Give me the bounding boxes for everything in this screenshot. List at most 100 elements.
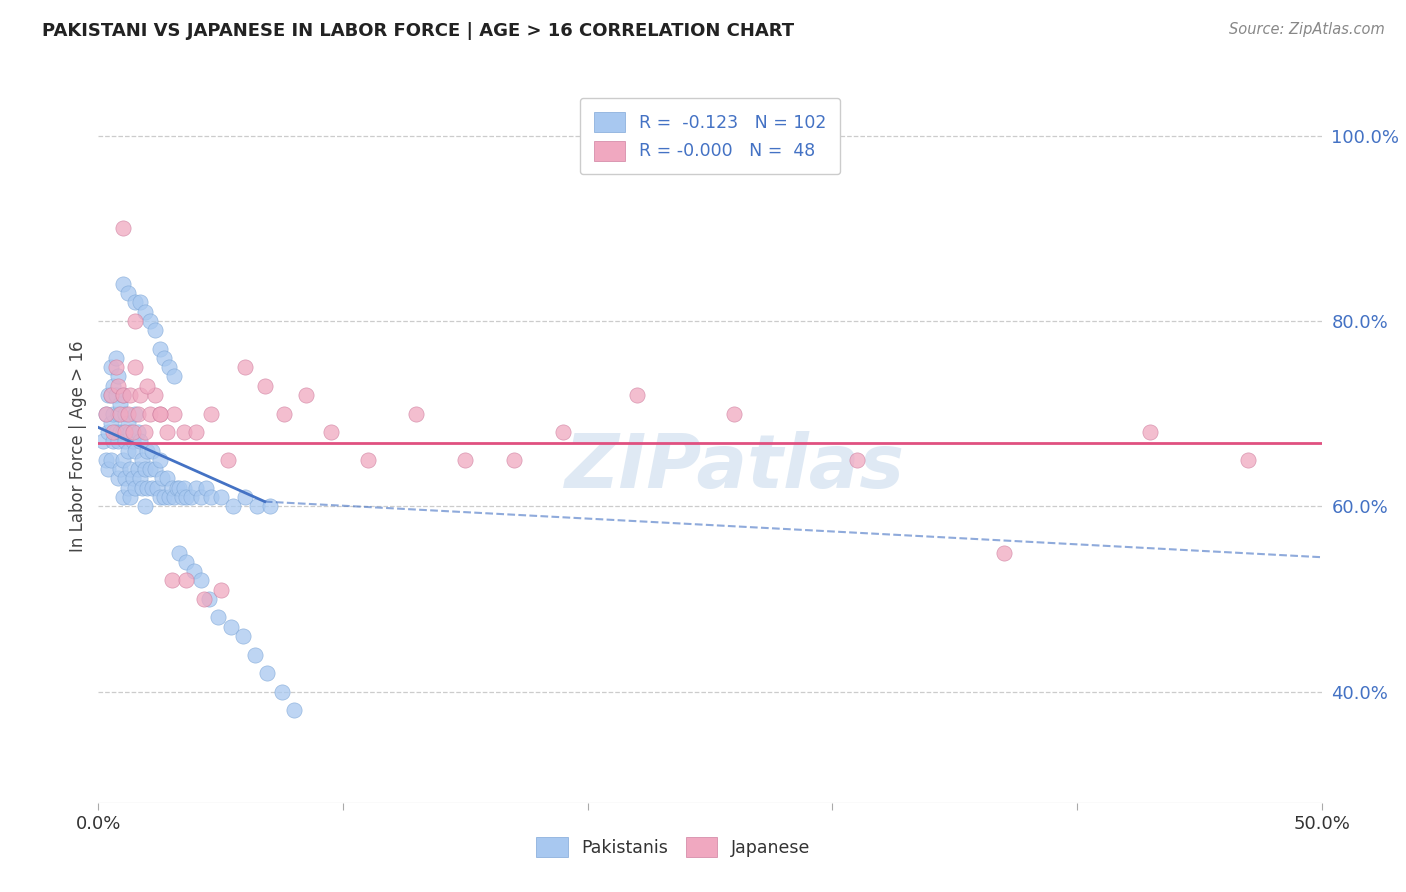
Point [111, 388, 134, 402]
Point [259, 500, 281, 514]
Point [107, 434, 129, 449]
Point [246, 500, 269, 514]
Point [110, 397, 132, 411]
Point [197, 591, 219, 606]
Point [94, 453, 117, 467]
Point [117, 286, 139, 301]
Point [120, 462, 142, 476]
Point [553, 425, 575, 439]
Point [243, 648, 266, 662]
Point [139, 407, 162, 421]
Text: ZIPatlas: ZIPatlas [564, 431, 904, 504]
Point [134, 500, 156, 514]
Point [100, 388, 122, 402]
Point [117, 407, 139, 421]
Point [104, 351, 127, 365]
Point [143, 388, 166, 402]
Point [150, 471, 173, 485]
Point [121, 434, 143, 449]
Point [176, 574, 198, 588]
Point [117, 481, 139, 495]
Point [233, 360, 256, 375]
Point [253, 378, 276, 392]
Point [845, 453, 868, 467]
Point [170, 490, 193, 504]
Text: Source: ZipAtlas.com: Source: ZipAtlas.com [1229, 22, 1385, 37]
Point [107, 378, 129, 392]
Point [127, 462, 149, 476]
Legend: Pakistanis, Japanese: Pakistanis, Japanese [527, 828, 818, 865]
Point [107, 407, 129, 421]
Point [157, 490, 180, 504]
Point [1139, 425, 1161, 439]
Point [120, 425, 142, 439]
Point [149, 453, 172, 467]
Point [97, 425, 120, 439]
Point [124, 360, 146, 375]
Point [124, 407, 146, 421]
Point [156, 471, 179, 485]
Point [120, 490, 142, 504]
Point [129, 434, 152, 449]
Point [136, 443, 159, 458]
Point [94, 407, 117, 421]
Point [176, 555, 198, 569]
Point [97, 388, 120, 402]
Point [100, 453, 122, 467]
Point [149, 407, 172, 421]
Point [256, 666, 278, 681]
Point [101, 378, 124, 392]
Point [110, 462, 132, 476]
Point [180, 490, 202, 504]
Point [134, 304, 156, 318]
Text: PAKISTANI VS JAPANESE IN LABOR FORCE | AGE > 16 CORRELATION CHART: PAKISTANI VS JAPANESE IN LABOR FORCE | A… [42, 22, 794, 40]
Point [209, 582, 232, 597]
Point [160, 574, 183, 588]
Point [149, 490, 172, 504]
Point [454, 453, 477, 467]
Point [141, 443, 163, 458]
Point [193, 591, 215, 606]
Point [156, 425, 179, 439]
Point [723, 407, 745, 421]
Point [163, 490, 186, 504]
Point [195, 481, 218, 495]
Point [200, 407, 222, 421]
Point [173, 481, 195, 495]
Point [129, 388, 152, 402]
Point [167, 545, 190, 559]
Point [114, 471, 136, 485]
Point [111, 221, 134, 235]
Point [626, 388, 648, 402]
Point [190, 490, 212, 504]
Point [134, 462, 156, 476]
Point [100, 388, 122, 402]
Point [101, 425, 124, 439]
Point [219, 620, 242, 634]
Point [121, 425, 143, 439]
Point [107, 369, 129, 384]
Point [190, 574, 212, 588]
Point [104, 388, 127, 402]
Point [104, 425, 127, 439]
Point [107, 471, 129, 485]
Point [129, 471, 152, 485]
Point [233, 490, 256, 504]
Point [114, 434, 136, 449]
Point [143, 323, 166, 337]
Point [157, 360, 180, 375]
Point [153, 490, 176, 504]
Point [149, 342, 172, 356]
Point [207, 610, 229, 624]
Point [166, 481, 188, 495]
Point [176, 490, 198, 504]
Point [111, 425, 134, 439]
Point [91, 434, 114, 449]
Point [124, 295, 146, 310]
Point [111, 277, 134, 291]
Point [139, 462, 162, 476]
Point [319, 425, 342, 439]
Point [94, 407, 117, 421]
Point [131, 481, 153, 495]
Point [139, 314, 162, 328]
